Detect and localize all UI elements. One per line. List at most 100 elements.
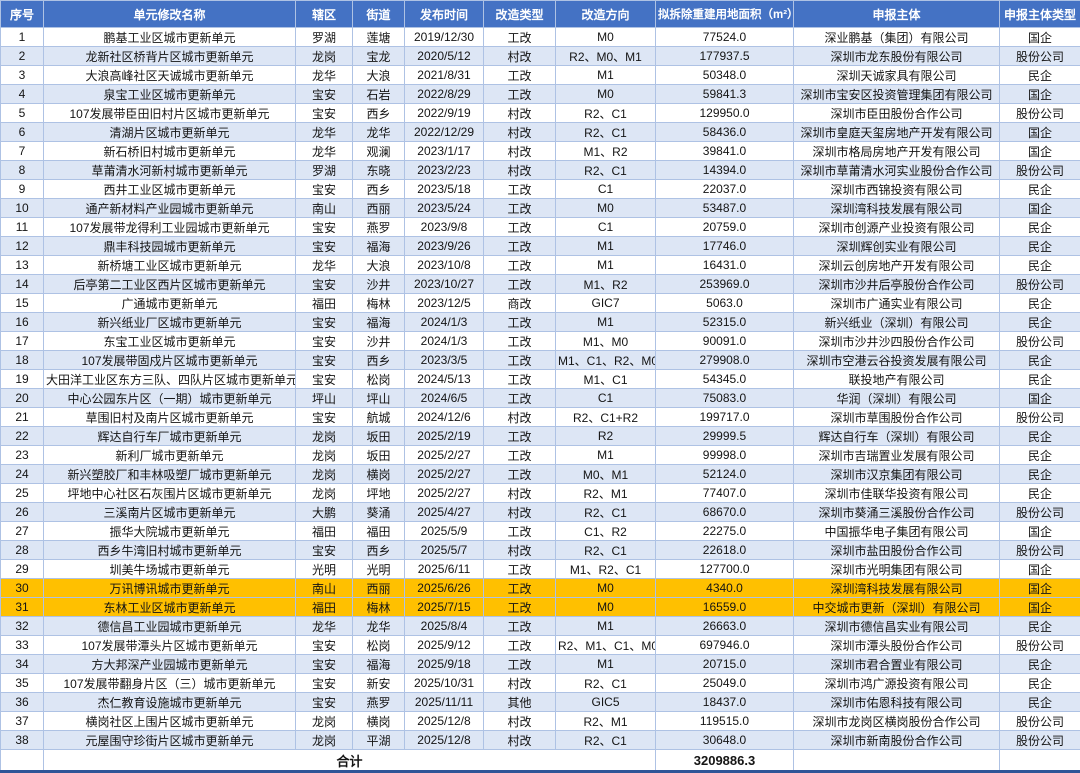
cell-district[interactable]: 宝安 (296, 313, 353, 332)
cell-publish-date[interactable]: 2021/8/31 (405, 66, 484, 85)
cell-applicant-type[interactable]: 民企 (1000, 313, 1080, 332)
cell-applicant-type[interactable]: 国企 (1000, 28, 1080, 47)
cell-renovation-type[interactable]: 其他 (484, 693, 556, 712)
cell-street[interactable]: 福海 (353, 655, 405, 674)
cell-renovation-direction[interactable]: M0 (556, 598, 656, 617)
cell-applicant[interactable]: 深圳湾科技发展有限公司 (794, 579, 1000, 598)
cell-index[interactable]: 1 (1, 28, 44, 47)
cell-street[interactable]: 平湖 (353, 731, 405, 750)
cell-district[interactable]: 龙华 (296, 66, 353, 85)
cell-index[interactable]: 35 (1, 674, 44, 693)
cell-street[interactable]: 航城 (353, 408, 405, 427)
cell-publish-date[interactable]: 2024/6/5 (405, 389, 484, 408)
cell-applicant[interactable]: 深圳市新南股份合作公司 (794, 731, 1000, 750)
cell-index[interactable]: 25 (1, 484, 44, 503)
cell-demolition-area[interactable]: 253969.0 (656, 275, 794, 294)
cell-renovation-type[interactable]: 工改 (484, 370, 556, 389)
cell-publish-date[interactable]: 2025/2/27 (405, 446, 484, 465)
cell-index[interactable]: 9 (1, 180, 44, 199)
total-area-cell[interactable]: 3209886.3 (656, 750, 794, 772)
cell-renovation-direction[interactable]: R2、M1、C1、M0 (556, 636, 656, 655)
cell-demolition-area[interactable]: 77407.0 (656, 484, 794, 503)
cell-district[interactable]: 福田 (296, 598, 353, 617)
cell-renovation-type[interactable]: 工改 (484, 180, 556, 199)
cell-publish-date[interactable]: 2023/5/18 (405, 180, 484, 199)
cell-unit-name[interactable]: 后亭第二工业区西片区城市更新单元 (44, 275, 296, 294)
cell-index[interactable]: 26 (1, 503, 44, 522)
cell-applicant[interactable]: 深圳市鸿广源投资有限公司 (794, 674, 1000, 693)
cell-street[interactable]: 大浪 (353, 256, 405, 275)
cell-renovation-type[interactable]: 工改 (484, 237, 556, 256)
cell-applicant-type[interactable]: 民企 (1000, 294, 1080, 313)
cell-renovation-type[interactable]: 村改 (484, 503, 556, 522)
cell-unit-name[interactable]: 鹏基工业区城市更新单元 (44, 28, 296, 47)
cell-publish-date[interactable]: 2023/10/8 (405, 256, 484, 275)
cell-renovation-direction[interactable]: R2、M1 (556, 712, 656, 731)
cell-street[interactable]: 东晓 (353, 161, 405, 180)
col-applicant[interactable]: 申报主体 (794, 1, 1000, 28)
cell-demolition-area[interactable]: 75083.0 (656, 389, 794, 408)
cell-index[interactable]: 12 (1, 237, 44, 256)
cell-demolition-area[interactable]: 22037.0 (656, 180, 794, 199)
cell-applicant-type[interactable]: 股份公司 (1000, 408, 1080, 427)
cell-street[interactable]: 坂田 (353, 446, 405, 465)
cell-applicant-type[interactable]: 国企 (1000, 522, 1080, 541)
cell-applicant-type[interactable]: 国企 (1000, 389, 1080, 408)
cell-district[interactable]: 坪山 (296, 389, 353, 408)
cell-applicant[interactable]: 深圳市汉京集团有限公司 (794, 465, 1000, 484)
cell-district[interactable]: 龙华 (296, 256, 353, 275)
cell-demolition-area[interactable]: 20759.0 (656, 218, 794, 237)
cell-renovation-type[interactable]: 工改 (484, 465, 556, 484)
cell-applicant[interactable]: 深圳湾科技发展有限公司 (794, 199, 1000, 218)
cell-applicant-type[interactable]: 民企 (1000, 655, 1080, 674)
cell-publish-date[interactable]: 2024/5/13 (405, 370, 484, 389)
cell-applicant[interactable]: 深业鹏基（集团）有限公司 (794, 28, 1000, 47)
cell-publish-date[interactable]: 2023/1/17 (405, 142, 484, 161)
cell-applicant-type[interactable]: 国企 (1000, 142, 1080, 161)
total-label-cell[interactable]: 合计 (44, 750, 656, 772)
cell-publish-date[interactable]: 2025/2/19 (405, 427, 484, 446)
cell-renovation-type[interactable]: 工改 (484, 598, 556, 617)
cell-index[interactable]: 33 (1, 636, 44, 655)
cell-applicant-type[interactable]: 民企 (1000, 693, 1080, 712)
col-renovation-direction[interactable]: 改造方向 (556, 1, 656, 28)
cell-unit-name[interactable]: 新利厂城市更新单元 (44, 446, 296, 465)
cell-unit-name[interactable]: 草围旧村及南片区城市更新单元 (44, 408, 296, 427)
cell-index[interactable]: 17 (1, 332, 44, 351)
total-applicant-cell[interactable] (794, 750, 1000, 772)
cell-applicant-type[interactable]: 民企 (1000, 427, 1080, 446)
cell-publish-date[interactable]: 2024/1/3 (405, 313, 484, 332)
cell-district[interactable]: 龙岗 (296, 446, 353, 465)
cell-renovation-type[interactable]: 村改 (484, 161, 556, 180)
cell-applicant[interactable]: 深圳市创源产业投资有限公司 (794, 218, 1000, 237)
cell-unit-name[interactable]: 大田洋工业区东方三队、四队片区城市更新单元 (44, 370, 296, 389)
cell-street[interactable]: 西丽 (353, 199, 405, 218)
cell-index[interactable]: 8 (1, 161, 44, 180)
cell-renovation-type[interactable]: 村改 (484, 123, 556, 142)
cell-applicant[interactable]: 华润（深圳）有限公司 (794, 389, 1000, 408)
cell-applicant[interactable]: 深圳天诚家具有限公司 (794, 66, 1000, 85)
cell-demolition-area[interactable]: 22618.0 (656, 541, 794, 560)
cell-unit-name[interactable]: 鼎丰科技园城市更新单元 (44, 237, 296, 256)
cell-district[interactable]: 宝安 (296, 237, 353, 256)
cell-renovation-type[interactable]: 工改 (484, 85, 556, 104)
cell-publish-date[interactable]: 2025/12/8 (405, 731, 484, 750)
cell-unit-name[interactable]: 107发展带翻身片区（三）城市更新单元 (44, 674, 296, 693)
cell-publish-date[interactable]: 2025/8/4 (405, 617, 484, 636)
cell-street[interactable]: 燕罗 (353, 693, 405, 712)
cell-district[interactable]: 龙岗 (296, 47, 353, 66)
cell-index[interactable]: 31 (1, 598, 44, 617)
cell-street[interactable]: 西丽 (353, 579, 405, 598)
cell-applicant[interactable]: 深圳市空港云谷投资发展有限公司 (794, 351, 1000, 370)
cell-district[interactable]: 宝安 (296, 332, 353, 351)
cell-applicant-type[interactable]: 国企 (1000, 199, 1080, 218)
cell-renovation-type[interactable]: 工改 (484, 389, 556, 408)
cell-index[interactable]: 5 (1, 104, 44, 123)
cell-demolition-area[interactable]: 77524.0 (656, 28, 794, 47)
cell-applicant-type[interactable]: 国企 (1000, 123, 1080, 142)
cell-district[interactable]: 罗湖 (296, 161, 353, 180)
cell-index[interactable]: 22 (1, 427, 44, 446)
cell-applicant-type[interactable]: 民企 (1000, 370, 1080, 389)
cell-renovation-direction[interactable]: M0 (556, 579, 656, 598)
cell-renovation-direction[interactable]: R2、C1 (556, 161, 656, 180)
